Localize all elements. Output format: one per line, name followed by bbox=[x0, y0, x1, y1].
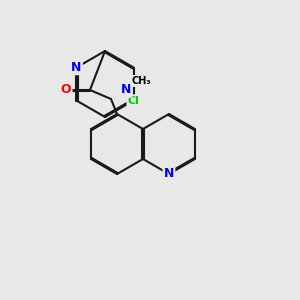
Text: CH₃: CH₃ bbox=[131, 76, 151, 86]
Text: N: N bbox=[71, 61, 82, 74]
Text: Cl: Cl bbox=[128, 95, 140, 106]
Text: N: N bbox=[164, 167, 174, 181]
Text: O: O bbox=[61, 83, 71, 97]
Text: N: N bbox=[121, 83, 131, 97]
